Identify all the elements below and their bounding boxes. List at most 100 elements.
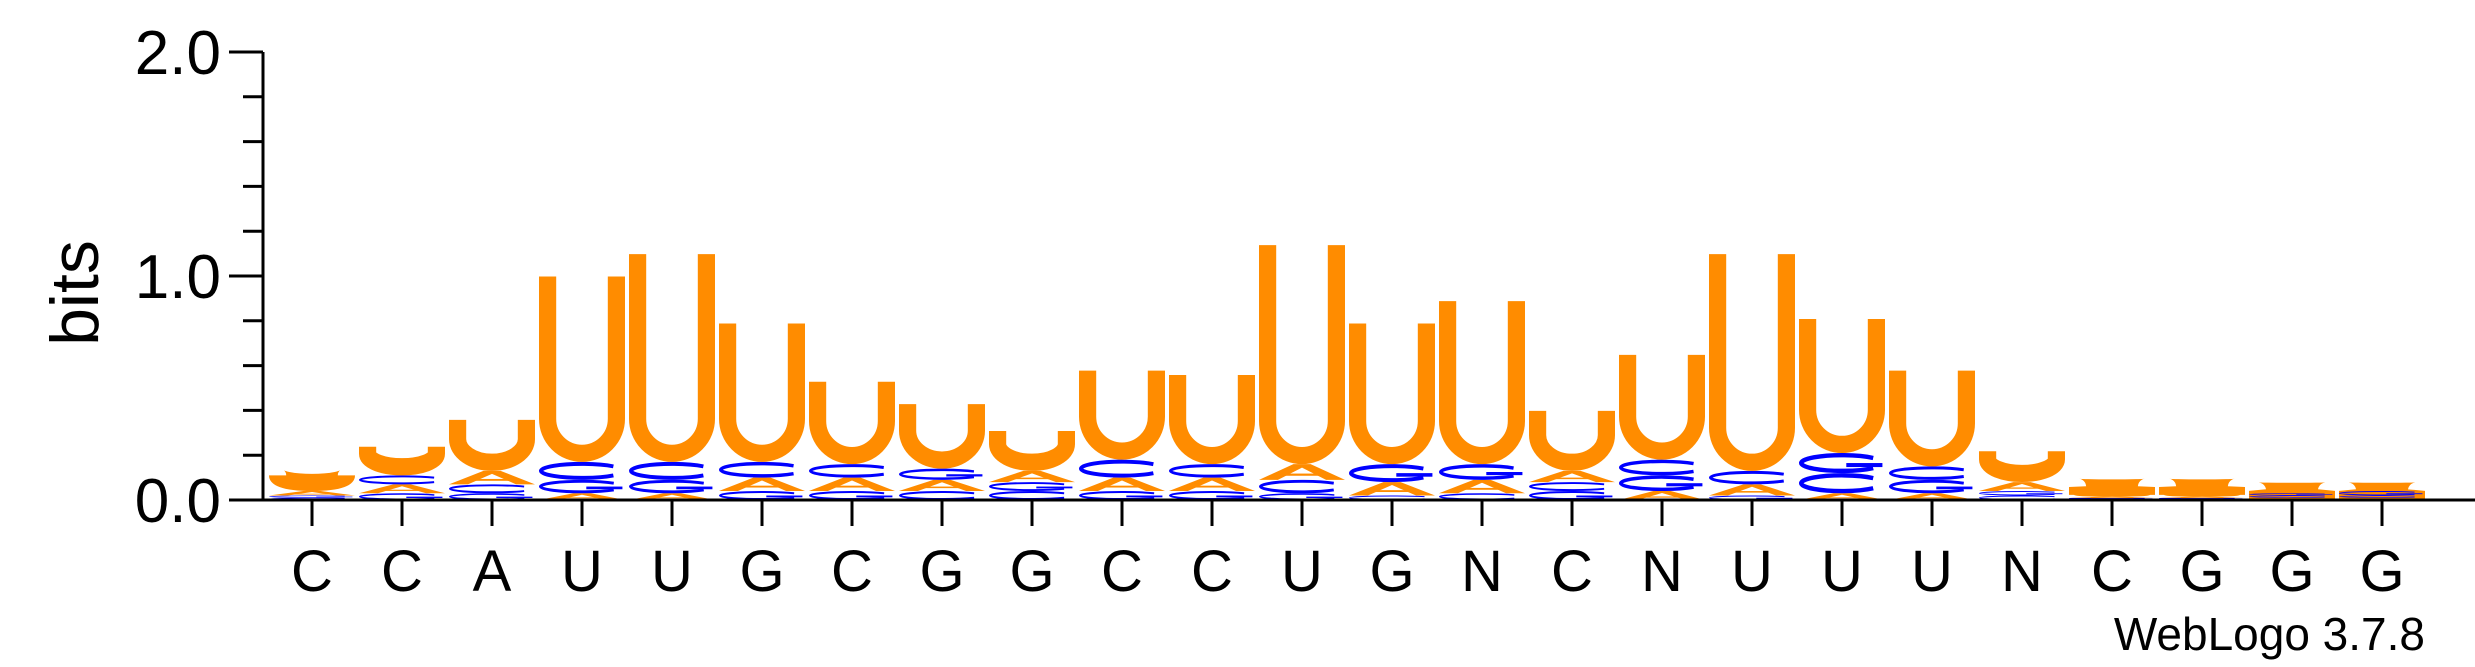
glyph-c	[628, 461, 704, 480]
logo-stack	[988, 431, 1075, 500]
glyph-u	[1169, 375, 1255, 465]
glyph-c	[1078, 491, 1155, 500]
position-label: C	[1101, 539, 1143, 604]
glyph-g-bar	[1126, 495, 1163, 498]
position-label: N	[1461, 539, 1503, 604]
position-label: C	[1191, 539, 1233, 604]
glyph-g-bar	[1216, 495, 1253, 498]
logo-stack	[448, 419, 535, 500]
glyph-c	[898, 491, 975, 500]
glyph-u	[269, 469, 355, 492]
glyph-c	[539, 479, 614, 494]
glyph-c	[629, 479, 704, 494]
glyph-u	[1079, 370, 1165, 460]
glyph-c	[988, 482, 1065, 492]
glyph-c	[1439, 493, 1515, 500]
weblogo-version-label: WebLogo 3.7.8	[2114, 608, 2425, 660]
glyph-g-bar	[406, 496, 443, 498]
glyph-a-bar	[1190, 485, 1234, 488]
glyph-c	[1798, 473, 1874, 494]
glyph-a	[1799, 493, 1885, 500]
glyph-g-bar	[496, 496, 533, 498]
position-label: G	[919, 539, 964, 604]
position-label: N	[2001, 539, 2043, 604]
glyph-a	[1079, 477, 1165, 492]
glyph-c	[1528, 491, 1605, 500]
position-label: U	[561, 539, 603, 604]
glyph-g-bar	[1306, 496, 1343, 498]
glyph-a-bar	[1460, 487, 1504, 490]
glyph-g-bar	[586, 486, 623, 490]
glyph-a-bar	[920, 486, 964, 489]
position-label: C	[831, 539, 873, 604]
glyph-a	[1619, 491, 1705, 500]
glyph-u	[1889, 370, 1975, 467]
glyph-c	[1078, 459, 1154, 478]
logo-stack	[1168, 375, 1255, 500]
glyph-a-bar	[2180, 497, 2224, 499]
baseline-axis	[263, 498, 2475, 526]
glyph-a	[1979, 482, 2065, 492]
glyph-g-bar	[1936, 486, 1973, 490]
glyph-c	[899, 468, 975, 480]
glyph-a	[1709, 484, 1795, 496]
glyph-u	[1259, 245, 1345, 465]
glyph-c	[1798, 452, 1874, 474]
glyph-a-bar	[380, 489, 424, 491]
logo-stack	[1078, 370, 1165, 500]
glyph-u	[899, 404, 985, 469]
glyph-u	[719, 323, 805, 462]
glyph-c	[1889, 479, 1964, 494]
y-axis-label: bits	[37, 240, 113, 346]
position-label: U	[1281, 539, 1323, 604]
logo-stacks	[269, 245, 2425, 500]
glyph-c	[1439, 464, 1514, 480]
glyph-a-bar	[830, 485, 874, 488]
y-tick-label: 0.0	[135, 467, 221, 536]
position-label: G	[2359, 539, 2404, 604]
position-label: U	[1731, 539, 1773, 604]
glyph-a	[1889, 493, 1975, 500]
glyph-g-bar	[766, 495, 803, 498]
glyph-u	[359, 446, 445, 476]
glyph-g-bar	[316, 496, 353, 498]
glyph-a-bar	[1910, 497, 1954, 499]
glyph-g-bar	[2386, 493, 2423, 495]
glyph-u	[539, 276, 625, 462]
logo-stack	[1798, 319, 1885, 500]
glyph-c	[809, 464, 884, 478]
glyph-c	[1619, 475, 1694, 492]
position-label: G	[1369, 539, 1414, 604]
logo-stack	[1348, 323, 1435, 500]
position-label: C	[381, 539, 423, 604]
glyph-u	[2159, 478, 2245, 497]
y-axis: 0.0 1.0 2.0	[135, 19, 265, 536]
glyph-u	[2249, 482, 2335, 500]
position-label: G	[1009, 539, 1054, 604]
glyph-a-bar	[2090, 497, 2134, 499]
glyph-c	[538, 461, 614, 480]
logo-stack	[1979, 451, 2065, 500]
glyph-c	[2249, 495, 2325, 498]
glyph-a	[899, 479, 985, 492]
glyph-a	[1169, 477, 1255, 492]
glyph-c	[448, 484, 525, 494]
glyph-a	[719, 477, 805, 492]
glyph-c	[1528, 482, 1605, 492]
glyph-u	[1529, 410, 1615, 471]
position-label: U	[651, 539, 693, 604]
glyph-a-bar	[560, 497, 604, 499]
logo-stack	[2339, 482, 2425, 500]
glyph-g-bar	[2296, 494, 2333, 495]
glyph-a	[1529, 470, 1615, 483]
glyph-u	[2069, 478, 2155, 497]
glyph-a	[1259, 464, 1345, 480]
glyph-c	[1889, 466, 1964, 480]
glyph-u	[1439, 301, 1525, 465]
glyph-a-bar	[470, 478, 514, 481]
glyph-a-bar	[1730, 491, 1774, 493]
glyph-a-bar	[1550, 477, 1594, 480]
glyph-u	[1619, 354, 1705, 460]
